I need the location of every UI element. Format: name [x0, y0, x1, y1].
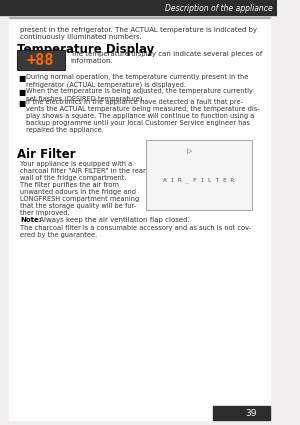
- Text: Always keep the air ventilation flap closed.: Always keep the air ventilation flap clo…: [37, 217, 190, 223]
- Text: During normal operation, the temperature currently present in the
refrigerator (: During normal operation, the temperature…: [26, 74, 248, 88]
- Text: +88: +88: [27, 53, 54, 68]
- Bar: [16, 50, 65, 70]
- Text: The charcoal filter is a consumable accessory and as such is not cov-
ered by th: The charcoal filter is a consumable acce…: [20, 225, 252, 238]
- Text: Note:: Note:: [20, 217, 42, 223]
- Text: ■: ■: [19, 88, 26, 97]
- Text: Description of the appliance: Description of the appliance: [165, 3, 273, 12]
- Text: Air Filter: Air Filter: [16, 148, 75, 161]
- Text: The temperature display can indicate several pieces of
information.: The temperature display can indicate sev…: [70, 51, 262, 64]
- Text: ▷: ▷: [187, 148, 193, 154]
- Bar: [146, 140, 252, 210]
- Text: A I R _ F I L T E R: A I R _ F I L T E R: [164, 177, 235, 183]
- Text: ■: ■: [19, 74, 26, 83]
- Text: Temperature Display: Temperature Display: [16, 43, 154, 56]
- Bar: [212, 406, 270, 420]
- Bar: [9, 17, 270, 18]
- Text: If the electronics in the appliance have detected a fault that pre-
vents the AC: If the electronics in the appliance have…: [26, 99, 260, 133]
- Bar: [0, 0, 277, 15]
- Text: When the temperature is being adjusted, the temperature currently
set flashes (D: When the temperature is being adjusted, …: [26, 88, 253, 102]
- Text: present in the refrigerator. The ACTUAL temperature is indicated by
continuously: present in the refrigerator. The ACTUAL …: [20, 27, 257, 40]
- Text: 39: 39: [245, 408, 257, 417]
- Text: ■: ■: [19, 99, 26, 108]
- Text: Your appliance is equipped with a
charcoal filter "AIR FILTER" in the rear
wall : Your appliance is equipped with a charco…: [20, 161, 146, 216]
